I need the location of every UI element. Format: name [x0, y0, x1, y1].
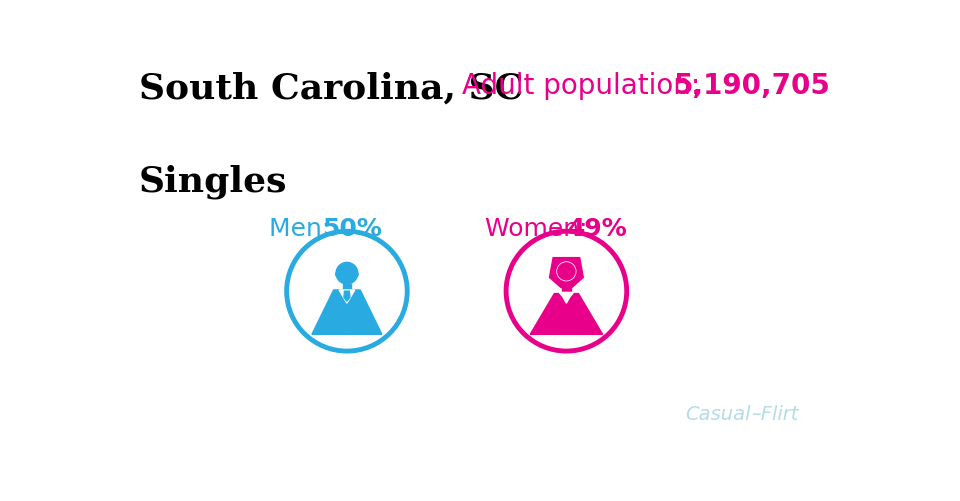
Ellipse shape	[336, 263, 358, 285]
Text: Singles: Singles	[138, 164, 287, 199]
Ellipse shape	[354, 273, 358, 277]
FancyBboxPatch shape	[343, 285, 351, 291]
Polygon shape	[312, 291, 382, 335]
Text: –Flirt: –Flirt	[751, 404, 799, 423]
Polygon shape	[530, 294, 603, 335]
Ellipse shape	[558, 264, 575, 281]
Text: Casual: Casual	[685, 404, 751, 423]
Ellipse shape	[557, 263, 576, 281]
Text: 5,190,705: 5,190,705	[674, 72, 831, 100]
Text: 50%: 50%	[323, 216, 382, 240]
Polygon shape	[563, 288, 570, 294]
Polygon shape	[339, 291, 355, 304]
Text: Men:: Men:	[269, 216, 338, 240]
Ellipse shape	[336, 273, 340, 277]
Polygon shape	[549, 258, 584, 288]
Polygon shape	[559, 293, 574, 304]
Text: Women:: Women:	[485, 216, 595, 240]
Text: Adult population:: Adult population:	[463, 72, 709, 100]
Text: 49%: 49%	[568, 216, 628, 240]
Text: South Carolina, SC: South Carolina, SC	[138, 72, 523, 106]
Polygon shape	[344, 292, 350, 302]
